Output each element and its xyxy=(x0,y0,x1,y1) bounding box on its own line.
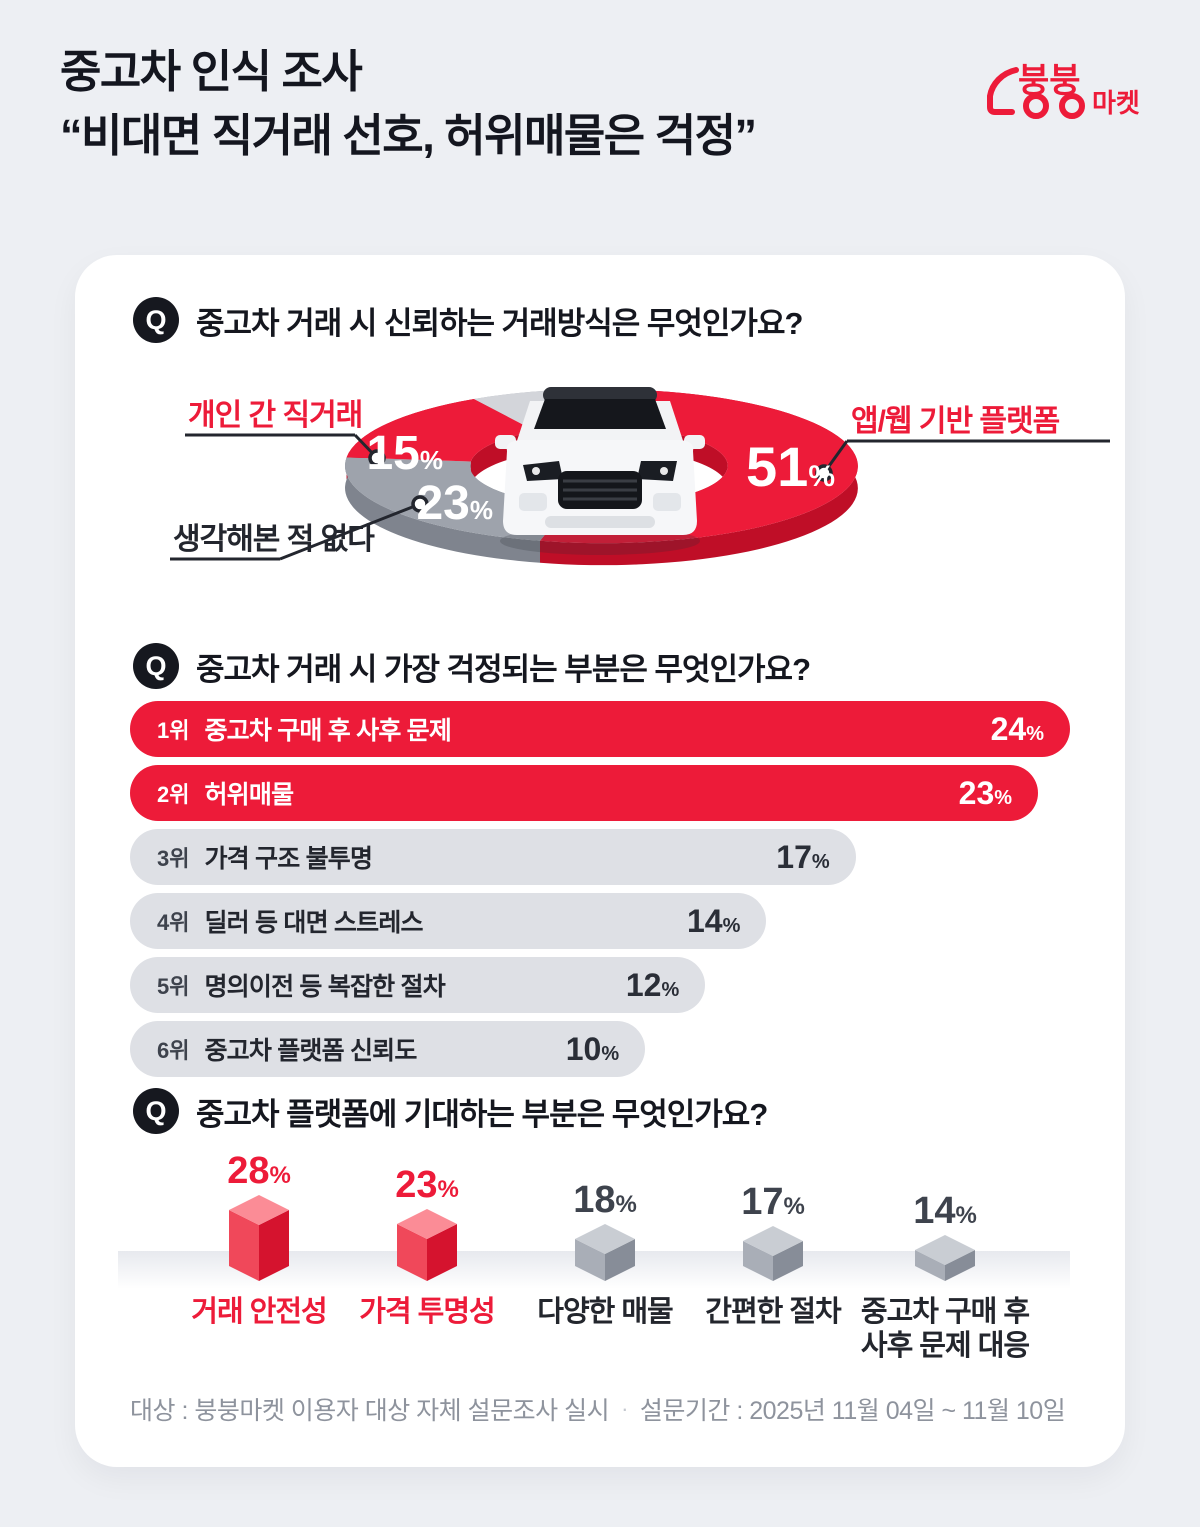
question-1-title: 중고차 거래 시 신뢰하는 거래방식은 무엇인가요? xyxy=(196,305,803,341)
trust-method-donut-chart: 앱/웹 기반 플랫폼 51% 생각해본 적 없다 23% 개인 간 직거래 15… xyxy=(75,373,1125,598)
donut-slice-label: 생각해본 적 없다 xyxy=(173,523,375,556)
cube-label: 다양한 매물 xyxy=(537,1295,673,1328)
rank-number: 5위 xyxy=(157,974,190,999)
q-badge-icon: Q xyxy=(133,643,179,689)
bar-label: 중고차 플랫폼 신뢰도 xyxy=(204,1037,417,1065)
rank-bar: 2위 허위매물 23% xyxy=(130,765,1039,821)
bar-value: 24% xyxy=(990,710,1044,747)
expectation-cube-column-chart: 28% 거래 안전성 23% 가격 투명성 18% 다양한 매물 17% 간편한 절차 … xyxy=(75,1150,1125,1393)
car-image xyxy=(495,387,705,555)
bar-label: 허위매물 xyxy=(204,781,294,809)
bar-label: 중고차 구매 후 사후 문제 xyxy=(204,717,452,745)
footnote-separator: · xyxy=(621,1396,628,1421)
cube-label: 중고차 구매 후 사후 문제 대응 xyxy=(861,1295,1030,1362)
rank-bar: 6위 중고차 플랫폼 신뢰도 10% xyxy=(130,1021,646,1077)
page-title-line1: 중고차 인식 조사 xyxy=(60,46,363,97)
q-badge-icon: Q xyxy=(133,1088,179,1134)
cube-label: 거래 안전성 xyxy=(191,1295,326,1328)
cube-value: 14% xyxy=(913,1190,977,1232)
donut-slice-value: 15% xyxy=(366,427,443,480)
bar-value: 14% xyxy=(686,902,741,939)
donut-slice-label: 개인 간 직거래 xyxy=(188,399,362,432)
survey-card: Q 중고차 거래 시 신뢰하는 거래방식은 무엇인가요? 앱/웹 기반 플랫폼 … xyxy=(75,255,1125,1467)
callout-dot-icon xyxy=(411,495,429,513)
logo-wheel-icon xyxy=(1023,93,1049,119)
donut-callout: 개인 간 직거래 15% xyxy=(185,399,443,480)
cube-value: 28% xyxy=(227,1153,291,1192)
rank-number: 4위 xyxy=(157,910,190,935)
cube-value: 18% xyxy=(573,1179,637,1221)
bar-value: 17% xyxy=(776,838,830,875)
cube-column: 18% 다양한 매물 xyxy=(537,1179,674,1328)
bar-value: 12% xyxy=(625,966,680,1003)
donut-slice xyxy=(346,399,536,462)
concern-ranking-bar-chart: 1위 중고차 구매 후 사후 문제 24% 2위 허위매물 23% 3위 가격 구조 불투명 1… xyxy=(130,701,1070,1085)
survey-footnote: 대상 : 붕붕마켓 이용자 대상 자체 설문조사 실시 · 설문기간 : 202… xyxy=(130,1391,1066,1427)
bar-label: 딜러 등 대면 스트레스 xyxy=(204,909,423,937)
rank-number: 2위 xyxy=(157,782,190,807)
cube-value: 17% xyxy=(741,1181,805,1223)
question-1-header: Q 중고차 거래 시 신뢰하는 거래방식은 무엇인가요? xyxy=(133,297,803,343)
footnote-period: 설문기간 : 2025년 11월 04일 ~ 11월 10일 xyxy=(639,1397,1066,1425)
rank-bar: 5위 명의이전 등 복잡한 절차 12% xyxy=(130,957,706,1013)
bar-label: 가격 구조 불투명 xyxy=(204,845,373,873)
rank-number: 1위 xyxy=(157,718,190,743)
logo-car-outline-icon xyxy=(987,67,1019,115)
page-title: 중고차 인식 조사 “비대면 직거래 선호, 허위매물은 걱정” xyxy=(60,40,757,168)
donut-outer-wall xyxy=(345,457,540,563)
cube-column: 14% 중고차 구매 후 사후 문제 대응 xyxy=(861,1190,1031,1362)
cube-value: 23% xyxy=(395,1164,459,1206)
bar-label: 명의이전 등 복잡한 절차 xyxy=(204,973,445,1001)
cube-label: 간편한 절차 xyxy=(705,1295,842,1328)
bar-value: 23% xyxy=(958,774,1013,811)
logo-wheel-icon xyxy=(1059,93,1085,119)
rank-bar: 4위 딜러 등 대면 스트레스 14% xyxy=(130,893,767,949)
question-2-header: Q 중고차 거래 시 가장 걱정되는 부분은 무엇인가요? xyxy=(133,643,811,689)
callout-dot-icon xyxy=(368,449,386,467)
bar-value: 10% xyxy=(565,1030,620,1067)
cube-column: 28% 거래 안전성 xyxy=(191,1150,327,1328)
rank-bar: 3위 가격 구조 불투명 17% xyxy=(130,829,856,885)
cube-label: 가격 투명성 xyxy=(359,1295,494,1328)
question-3-header: Q 중고차 플랫폼에 기대하는 부분은 무엇인가요? xyxy=(133,1088,768,1134)
donut-slice xyxy=(540,390,858,544)
donut-callout: 생각해본 적 없다 23% xyxy=(170,477,493,561)
rank-number: 3위 xyxy=(157,846,190,871)
callout-dot-icon xyxy=(815,464,833,482)
donut-slice-label: 앱/웹 기반 플랫폼 xyxy=(851,405,1060,438)
brand-logo: 붕붕 마켓 xyxy=(982,54,1147,126)
logo-text-sub: 마켓 xyxy=(1092,88,1140,118)
q-badge-icon: Q xyxy=(133,297,179,343)
cube-column: 17% 간편한 절차 xyxy=(705,1181,843,1328)
question-2-title: 중고차 거래 시 가장 걱정되는 부분은 무엇인가요? xyxy=(196,651,811,687)
footnote-target: 대상 : 붕붕마켓 이용자 대상 자체 설문조사 실시 xyxy=(130,1397,610,1425)
rank-bar: 1위 중고차 구매 후 사후 문제 24% xyxy=(130,701,1070,757)
donut-slice-value: 23% xyxy=(416,477,493,530)
donut-outer-wall xyxy=(540,390,858,566)
question-3-title: 중고차 플랫폼에 기대하는 부분은 무엇인가요? xyxy=(196,1096,768,1132)
cube-column: 23% 가격 투명성 xyxy=(359,1164,495,1328)
page-title-line2: “비대면 직거래 선호, 허위매물은 걱정” xyxy=(60,110,757,161)
rank-number: 6위 xyxy=(157,1038,190,1063)
